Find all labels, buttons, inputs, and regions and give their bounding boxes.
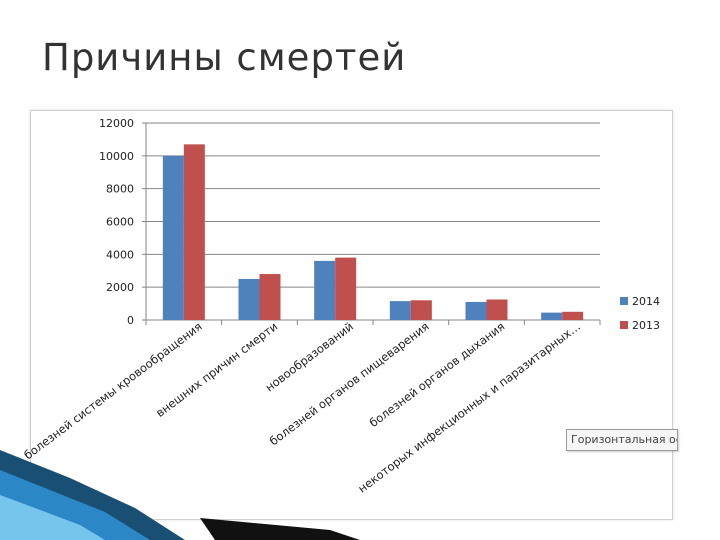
y-tick-label: 6000 xyxy=(106,216,134,229)
legend-swatch-2014 xyxy=(620,297,628,305)
y-tick-label: 4000 xyxy=(106,248,134,261)
bar-2014 xyxy=(465,301,487,320)
legend-swatch-2013 xyxy=(620,321,628,329)
bar-2014 xyxy=(238,278,260,320)
legend-label: 2014 xyxy=(632,295,660,308)
bar-2013 xyxy=(183,144,205,320)
bar-2014 xyxy=(314,260,336,320)
bar-2013 xyxy=(486,299,508,320)
decor-wave-light xyxy=(0,495,105,540)
bar-2014 xyxy=(541,312,563,320)
bar-2013 xyxy=(410,300,432,320)
tooltip-text: Горизонтальная ос xyxy=(571,433,678,446)
decor-wave-black xyxy=(200,518,360,540)
legend-label: 2013 xyxy=(632,319,660,332)
bar-2014 xyxy=(389,301,411,320)
y-tick-label: 8000 xyxy=(106,183,134,196)
bar-2013 xyxy=(259,274,281,320)
y-tick-label: 2000 xyxy=(106,281,134,294)
bar-2013 xyxy=(562,311,584,320)
axis-tooltip: Горизонтальная ос xyxy=(566,429,678,451)
slide-title: Причины смертей xyxy=(42,36,407,79)
bar-2014 xyxy=(162,155,184,320)
y-tick-label: 0 xyxy=(127,314,134,327)
y-tick-label: 12000 xyxy=(99,117,134,130)
bar-2013 xyxy=(335,257,357,320)
y-tick-label: 10000 xyxy=(99,150,134,163)
